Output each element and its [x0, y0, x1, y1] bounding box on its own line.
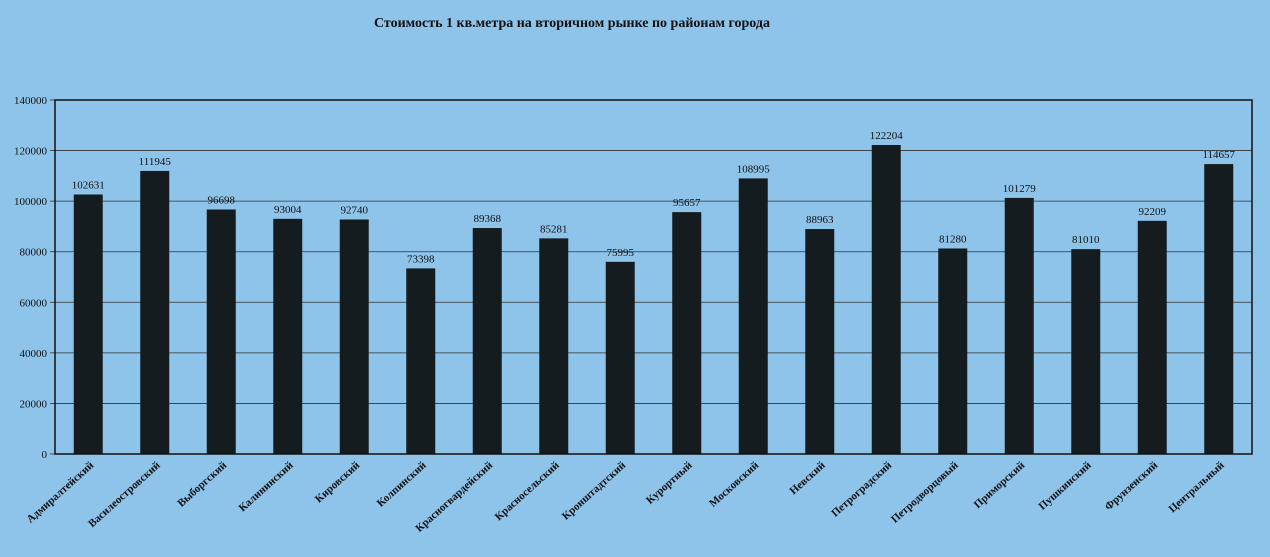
bar	[1204, 164, 1234, 454]
chart-title: Стоимость 1 кв.метра на вторичном рынке …	[374, 16, 770, 31]
category-label: Колпинский	[375, 459, 429, 510]
data-label: 101279	[1003, 183, 1037, 195]
data-label: 95657	[673, 197, 701, 209]
category-label: Фрунзенский	[1103, 459, 1161, 513]
category-label: Центральный	[1166, 459, 1227, 515]
category-label: Красносельский	[493, 459, 563, 523]
category-label: Калининский	[237, 459, 297, 514]
data-label: 102631	[72, 179, 105, 191]
bar	[738, 178, 768, 454]
category-label: Василеостровский	[86, 459, 163, 530]
bar	[672, 212, 702, 454]
category-label: Курортный	[644, 459, 695, 507]
category-label: Выборгский	[175, 459, 229, 510]
y-tick-label: 80000	[20, 247, 48, 259]
category-label: Петроградский	[829, 459, 894, 520]
data-label: 81280	[939, 233, 967, 245]
bar	[938, 248, 968, 454]
category-label: Петродворцовый	[889, 459, 961, 526]
bar	[805, 229, 835, 454]
bar	[472, 228, 502, 454]
data-label: 85281	[540, 223, 568, 235]
category-label: Невский	[787, 459, 828, 497]
bar	[73, 194, 103, 455]
data-label: 108995	[737, 163, 771, 175]
data-label: 122204	[870, 130, 904, 142]
data-label: 92740	[341, 205, 369, 217]
data-label: 111945	[139, 156, 172, 168]
bar	[273, 218, 303, 454]
bar	[206, 209, 236, 454]
bar	[1004, 197, 1034, 454]
data-label: 81010	[1072, 234, 1100, 246]
data-label: 92209	[1139, 206, 1167, 218]
y-tick-label: 140000	[14, 95, 48, 107]
category-label: Приморский	[972, 459, 1028, 511]
y-tick-label: 0	[42, 449, 48, 461]
bar	[339, 219, 369, 454]
y-tick-label: 40000	[20, 348, 48, 360]
data-label: 93004	[274, 204, 302, 216]
data-label: 88963	[806, 214, 834, 226]
category-label: Кронштадтский	[560, 459, 629, 523]
gridlines	[55, 99, 1252, 455]
category-label: Адмиралтейский	[25, 459, 97, 526]
category-label: Кировский	[313, 459, 363, 506]
category-label: Пушкинский	[1036, 459, 1094, 513]
data-label: 96698	[208, 194, 236, 206]
category-label: Московский	[707, 459, 762, 510]
bar	[140, 170, 170, 454]
data-label: 89368	[474, 213, 502, 225]
bar	[1071, 249, 1101, 454]
plot-area-frame	[54, 99, 1253, 455]
data-label: 114657	[1202, 149, 1235, 161]
y-tick-label: 20000	[20, 398, 48, 410]
bar	[1137, 220, 1167, 454]
data-label: 75995	[607, 247, 635, 259]
data-labels: 102631 111945 96698 93004 92740 73398 89368 852…	[72, 130, 1236, 265]
bar	[871, 144, 901, 454]
data-label: 73398	[407, 253, 435, 265]
bar	[406, 268, 436, 454]
y-tick-label: 120000	[14, 146, 48, 158]
y-tick-label: 100000	[14, 196, 48, 208]
bars	[73, 144, 1234, 455]
y-tick-label: 60000	[20, 297, 48, 309]
bar	[539, 238, 569, 454]
y-axis-ticks: 0 20000 40000 60000 80000 100000 120000 140000	[14, 95, 55, 461]
bar	[605, 261, 635, 454]
